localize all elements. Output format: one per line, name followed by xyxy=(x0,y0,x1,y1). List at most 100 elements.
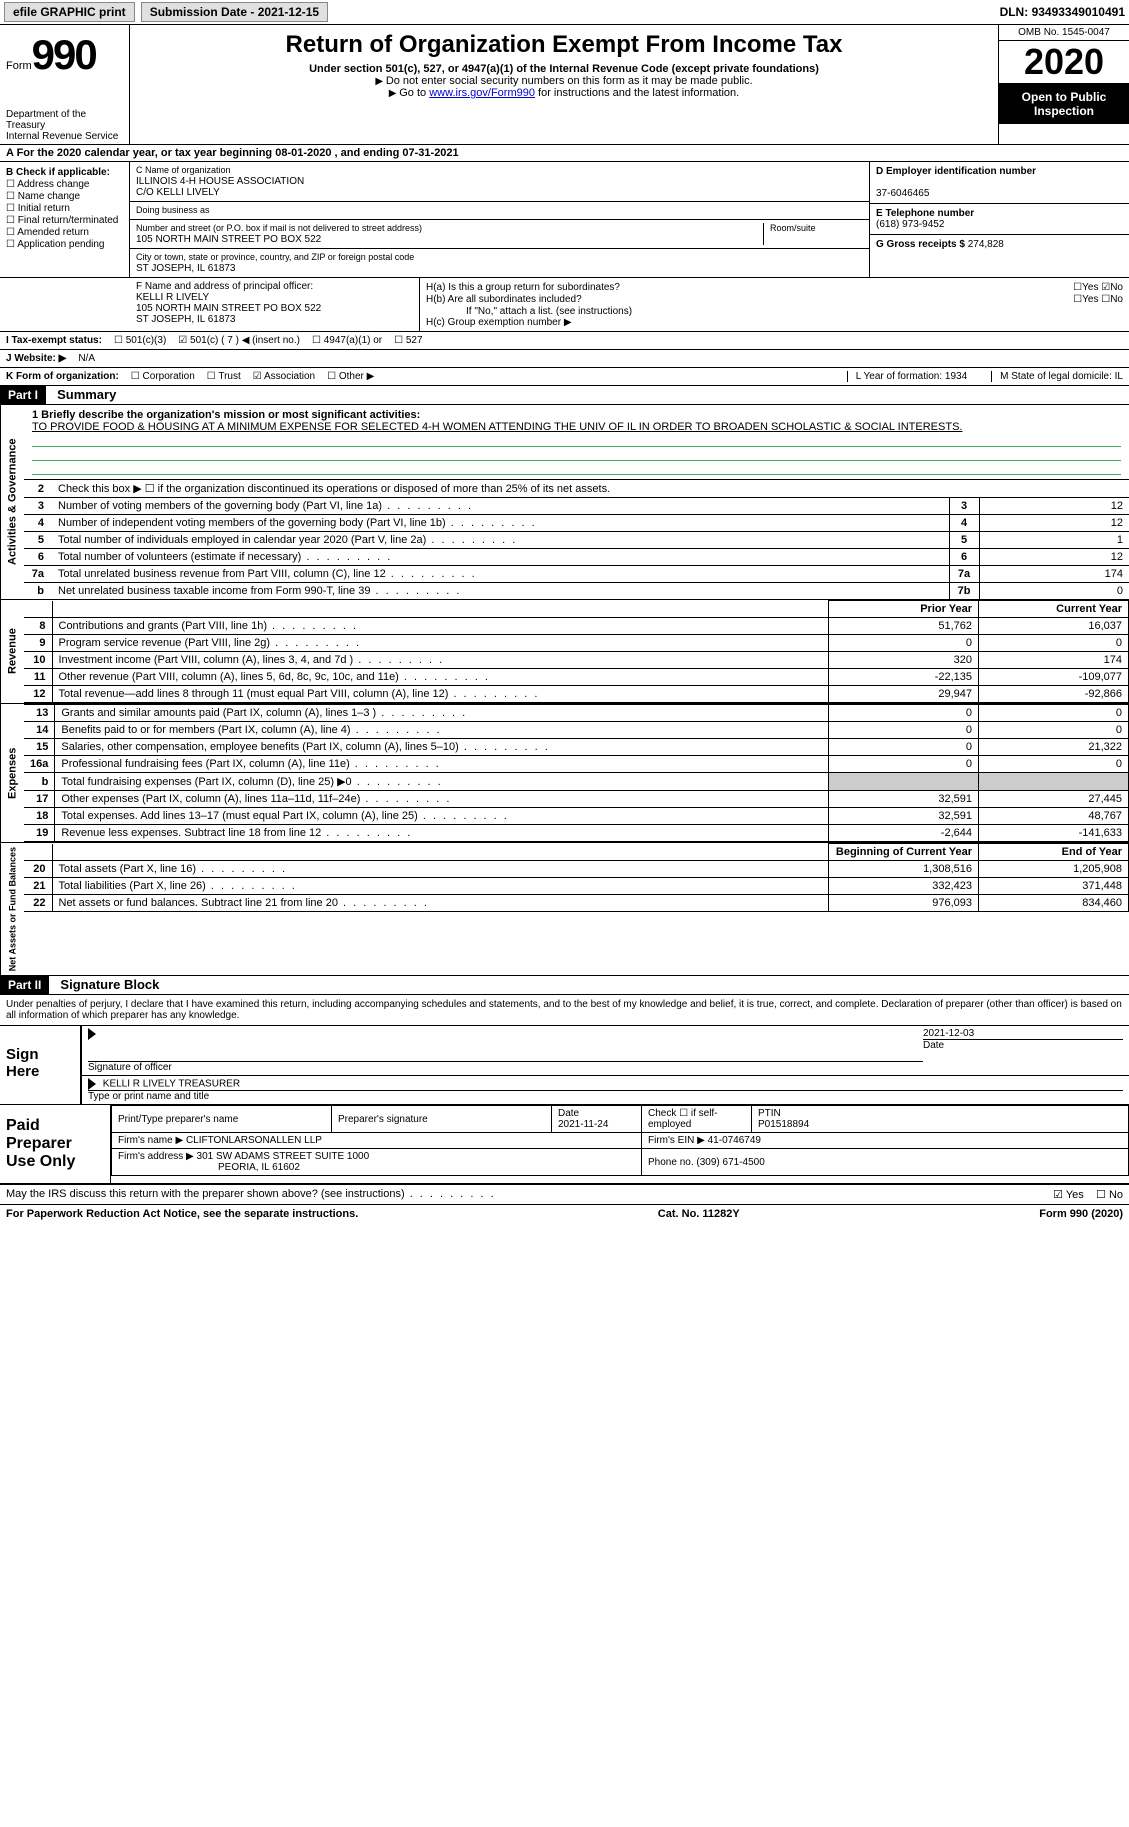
net-section: Net Assets or Fund Balances Beginning of… xyxy=(0,843,1129,976)
hb-no[interactable]: No xyxy=(1110,294,1123,305)
prep-h1: Print/Type preparer's name xyxy=(112,1106,332,1133)
website-row: J Website: ▶ N/A xyxy=(0,350,1129,368)
chk-app-pending[interactable]: Application pending xyxy=(6,239,123,250)
line2-text: Check this box ▶ ☐ if the organization d… xyxy=(52,480,1129,498)
table-row: 20Total assets (Part X, line 16)1,308,51… xyxy=(24,861,1129,878)
opt-assoc[interactable]: Association xyxy=(253,371,315,382)
chk-amended[interactable]: Amended return xyxy=(6,227,123,238)
opt-501c3[interactable]: 501(c)(3) xyxy=(114,335,166,346)
prep-h4[interactable]: Check ☐ if self-employed xyxy=(642,1106,752,1133)
officer-group-row: F Name and address of principal officer:… xyxy=(0,278,1129,332)
form-number: 990 xyxy=(32,31,96,79)
footer-mid: Cat. No. 11282Y xyxy=(658,1208,740,1220)
table-row: bNet unrelated business taxable income f… xyxy=(24,583,1129,600)
opt-4947[interactable]: 4947(a)(1) or xyxy=(312,335,382,346)
hdr-boy: Beginning of Current Year xyxy=(829,844,979,861)
part1-header-row: Part I Summary xyxy=(0,386,1129,405)
part2-header-row: Part II Signature Block xyxy=(0,976,1129,995)
table-row: 8Contributions and grants (Part VIII, li… xyxy=(24,618,1129,635)
form-id-block: Form990 Department of the Treasury Inter… xyxy=(0,25,130,144)
officer-addr2: ST JOSEPH, IL 61873 xyxy=(136,314,236,325)
discuss-row: May the IRS discuss this return with the… xyxy=(0,1185,1129,1205)
perjury-statement: Under penalties of perjury, I declare th… xyxy=(0,995,1129,1026)
part1-title: Summary xyxy=(49,385,124,404)
table-row: 16aProfessional fundraising fees (Part I… xyxy=(24,756,1129,773)
ha-no[interactable]: No xyxy=(1110,282,1123,293)
opt-trust[interactable]: Trust xyxy=(207,371,241,382)
topbar: efile GRAPHIC print Submission Date - 20… xyxy=(0,0,1129,25)
table-row: 7aTotal unrelated business revenue from … xyxy=(24,566,1129,583)
table-row: 6Total number of volunteers (estimate if… xyxy=(24,549,1129,566)
box-c: C Name of organization ILLINOIS 4-H HOUS… xyxy=(130,162,869,277)
gov-section: Activities & Governance 1 Briefly descri… xyxy=(0,405,1129,600)
expense-section: Expenses 13Grants and similar amounts pa… xyxy=(0,704,1129,843)
preparer-label: Paid Preparer Use Only xyxy=(0,1105,110,1183)
box-f: F Name and address of principal officer:… xyxy=(0,278,420,331)
opt-527[interactable]: 527 xyxy=(394,335,422,346)
gross-label: G Gross receipts $ xyxy=(876,239,968,250)
phone-value: (618) 973-9452 xyxy=(876,219,944,230)
footer-right: Form 990 (2020) xyxy=(1039,1208,1123,1220)
firm-phone-label: Phone no. xyxy=(648,1157,694,1168)
mission-text: TO PROVIDE FOOD & HOUSING AT A MINIMUM E… xyxy=(32,421,1121,433)
box-b-label: B Check if applicable: xyxy=(6,167,123,178)
table-row: 5Total number of individuals employed in… xyxy=(24,532,1129,549)
ein-value: 37-6046465 xyxy=(876,188,929,199)
firm-ein: 41-0746749 xyxy=(708,1135,761,1146)
footer: For Paperwork Reduction Act Notice, see … xyxy=(0,1205,1129,1223)
table-row: 22Net assets or fund balances. Subtract … xyxy=(24,895,1129,912)
form-subtitle: Under section 501(c), 527, or 4947(a)(1)… xyxy=(138,63,990,75)
ha-label: H(a) Is this a group return for subordin… xyxy=(426,282,620,293)
table-row: bTotal fundraising expenses (Part IX, co… xyxy=(24,773,1129,791)
instr-link: Go to www.irs.gov/Form990 for instructio… xyxy=(138,87,990,99)
table-row: 15Salaries, other compensation, employee… xyxy=(24,739,1129,756)
net-table: Beginning of Current Year End of Year 20… xyxy=(24,843,1129,912)
opt-corp[interactable]: Corporation xyxy=(131,371,195,382)
hb-yes[interactable]: Yes xyxy=(1082,294,1098,305)
phone-label: E Telephone number xyxy=(876,208,974,219)
vtab-expenses: Expenses xyxy=(0,704,24,842)
firm-label: Firm's name ▶ xyxy=(118,1135,183,1146)
mission-block: 1 Briefly describe the organization's mi… xyxy=(24,405,1129,479)
prep-h3: Date xyxy=(558,1108,579,1119)
chk-initial-return[interactable]: Initial return xyxy=(6,203,123,214)
vtab-revenue: Revenue xyxy=(0,600,24,703)
sig-date-label: Date xyxy=(923,1039,1123,1051)
vtab-governance: Activities & Governance xyxy=(0,405,24,599)
ha-yes[interactable]: Yes xyxy=(1082,282,1098,293)
org-form-row: K Form of organization: Corporation Trus… xyxy=(0,368,1129,386)
discuss-no[interactable]: No xyxy=(1096,1189,1123,1201)
box-h: H(a) Is this a group return for subordin… xyxy=(420,278,1129,331)
tax-exempt-row: I Tax-exempt status: 501(c)(3) 501(c) ( … xyxy=(0,332,1129,350)
chk-final-return[interactable]: Final return/terminated xyxy=(6,215,123,226)
submission-label: Submission Date - xyxy=(150,5,258,19)
officer-name: KELLI R LIVELY xyxy=(136,292,209,303)
org-co: C/O KELLI LIVELY xyxy=(136,187,220,198)
chk-name-change[interactable]: Name change xyxy=(6,191,123,202)
instr-ssn: Do not enter social security numbers on … xyxy=(138,75,990,87)
period-pre: A For the 2020 calendar year, or tax yea… xyxy=(6,147,275,159)
preparer-table: Print/Type preparer's name Preparer's si… xyxy=(111,1105,1129,1176)
table-row: 3Number of voting members of the governi… xyxy=(24,498,1129,515)
form-word: Form xyxy=(6,60,32,72)
hc-label: H(c) Group exemption number ▶ xyxy=(426,317,1123,328)
signer-name: KELLI R LIVELY TREASURER xyxy=(103,1079,240,1090)
opt-other[interactable]: Other ▶ xyxy=(327,371,374,382)
hb-label: H(b) Are all subordinates included? xyxy=(426,294,582,305)
prep-ptin: P01518894 xyxy=(758,1119,809,1130)
efile-print-button[interactable]: efile GRAPHIC print xyxy=(4,2,135,22)
room-label: Room/suite xyxy=(770,223,816,233)
chk-address-change[interactable]: Address change xyxy=(6,179,123,190)
discuss-yes[interactable]: Yes xyxy=(1053,1189,1084,1201)
hdr-prior-year: Prior Year xyxy=(829,601,979,618)
table-row: 4Number of independent voting members of… xyxy=(24,515,1129,532)
submission-date-button[interactable]: Submission Date - 2021-12-15 xyxy=(141,2,328,22)
hdr-eoy: End of Year xyxy=(979,844,1129,861)
opt-501c[interactable]: 501(c) ( 7 ) ◀ (insert no.) xyxy=(178,335,300,346)
submission-date: 2021-12-15 xyxy=(258,5,319,19)
table-row: 19Revenue less expenses. Subtract line 1… xyxy=(24,825,1129,842)
hdr-current-year: Current Year xyxy=(979,601,1129,618)
mission-label: 1 Briefly describe the organization's mi… xyxy=(32,409,1121,421)
table-row: 13Grants and similar amounts paid (Part … xyxy=(24,705,1129,722)
irs-link[interactable]: www.irs.gov/Form990 xyxy=(429,87,535,99)
